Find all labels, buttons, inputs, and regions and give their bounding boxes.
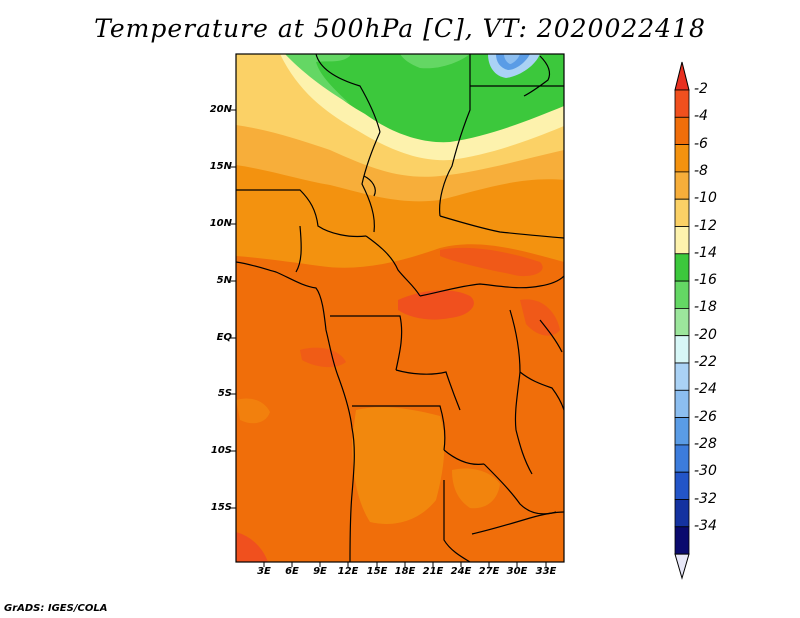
colorbar-label: -24 <box>694 381 717 398</box>
lat-tick-label: 10S <box>210 445 232 456</box>
colorbar-label: -14 <box>694 244 717 261</box>
lon-tick-label: 15E <box>366 566 388 577</box>
colorbar-label: -4 <box>694 108 708 125</box>
colorbar-label: -16 <box>694 272 717 289</box>
lon-tick-label: 3E <box>257 566 271 577</box>
colorbar-label: -22 <box>694 354 717 370</box>
lat-tick-label: 20N <box>209 104 232 115</box>
colorbar-swatch <box>674 307 690 337</box>
lon-tick-label: 33E <box>535 566 557 577</box>
colorbar-swatch <box>674 226 690 255</box>
lon-tick-label: 12E <box>337 566 359 577</box>
temperature-field <box>236 54 564 562</box>
credit-label: GrADS: IGES/COLA <box>4 603 108 614</box>
colorbar-label: -34 <box>694 517 717 534</box>
colorbar-swatch <box>674 280 690 309</box>
lat-tick-label: EQ <box>216 332 232 343</box>
colorbar-swatch <box>674 253 690 282</box>
lon-tick-label: 30E <box>506 566 528 577</box>
colorbar-label: -6 <box>694 135 708 152</box>
colorbar-swatch <box>674 444 690 473</box>
lon-tick-label: 9E <box>313 566 327 577</box>
colorbar-label: -30 <box>694 463 717 480</box>
colorbar-swatch <box>674 335 690 364</box>
colorbar-label: -32 <box>694 490 717 507</box>
colorbar-label: -20 <box>694 326 717 343</box>
lon-tick-label: 24E <box>450 566 472 577</box>
lat-tick-label: 5N <box>216 275 232 286</box>
colorbar-swatch <box>674 198 690 227</box>
lat-tick-label: 10N <box>209 218 232 229</box>
colorbar-top-arrow <box>674 61 690 91</box>
lat-tick-label: 15S <box>210 502 232 513</box>
colorbar-swatch <box>674 144 690 173</box>
colorbar-label: -26 <box>694 408 717 425</box>
colorbar-label: -2 <box>694 81 708 97</box>
colorbar-label: -8 <box>694 162 708 179</box>
colorbar-swatch <box>674 171 690 200</box>
colorbar-swatch <box>674 499 690 528</box>
colorbar-swatch <box>674 526 690 555</box>
lat-tick-label: 5S <box>217 388 232 399</box>
colorbar-label: -18 <box>694 299 717 316</box>
lat-tick-label: 15N <box>209 161 232 172</box>
colorbar-swatch <box>674 389 690 418</box>
colorbar-swatch <box>674 417 690 446</box>
colorbar-label: -10 <box>694 190 717 207</box>
colorbar-label: -28 <box>694 435 717 452</box>
colorbar-swatch <box>674 362 690 391</box>
map-frame <box>235 53 565 563</box>
colorbar-swatch <box>674 89 690 118</box>
lon-tick-label: 6E <box>285 566 299 577</box>
colorbar-swatch <box>674 116 690 146</box>
colorbar-swatch <box>674 471 690 500</box>
lon-tick-label: 21E <box>422 566 444 577</box>
map-title: Temperature at 500hPa [C], VT: 202002241… <box>94 14 706 43</box>
lon-tick-label: 18E <box>394 566 416 577</box>
colorbar-bottom-arrow <box>674 553 690 580</box>
lon-tick-label: 27E <box>478 566 500 577</box>
colorbar-label: -12 <box>694 217 717 234</box>
colorbar <box>674 61 690 580</box>
